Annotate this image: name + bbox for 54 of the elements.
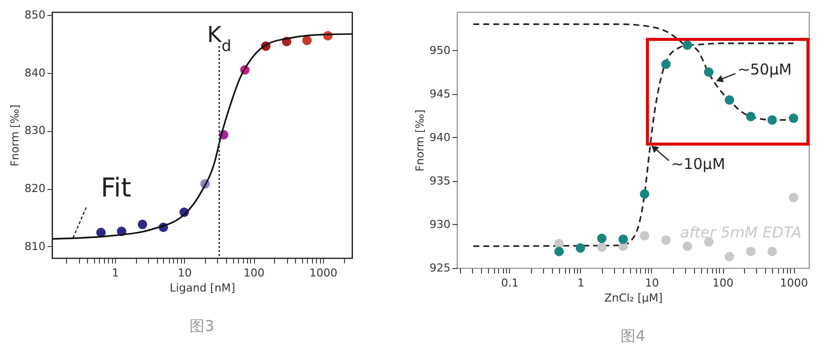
point (661, 235, 671, 245)
point (746, 246, 756, 256)
point (302, 36, 312, 46)
x-tick-label: 10 (644, 276, 659, 290)
x-tick-label: 100 (244, 266, 265, 280)
point (682, 40, 692, 50)
text: 图3 (190, 317, 214, 335)
x-tick-label: 1 (577, 276, 584, 290)
y-tick-label: 830 (24, 124, 46, 138)
text: 图4 (620, 327, 646, 345)
point (554, 246, 564, 256)
x-tick-label: 10 (178, 266, 192, 280)
y-tick-label: 925 (430, 262, 450, 274)
ref-line-label: K$_{d}$ (207, 23, 232, 55)
point (767, 246, 777, 256)
point (597, 234, 607, 244)
point (746, 112, 756, 122)
y-tick-label: 945 (430, 87, 450, 100)
x-axis-title: ZnCl₂ [μM] (604, 292, 663, 304)
y-tick-label: 850 (24, 8, 46, 22)
annotation: ~50μM (738, 60, 792, 79)
point (661, 60, 671, 69)
y-tick-label: 950 (430, 44, 450, 57)
y-axis-title: Fnorm [‰] (8, 104, 22, 166)
y-axis-title: Fnorm [‰] (414, 110, 427, 172)
x-axis-title: Ligand [nM] (170, 282, 236, 294)
y-tick-label: 810 (24, 240, 46, 253)
point (682, 242, 692, 251)
y-tick-label: 820 (24, 182, 46, 196)
point (597, 242, 607, 252)
x-tick-label: 100 (712, 276, 734, 290)
y-tick-label: 930 (430, 218, 450, 231)
annotation: ~10μM (671, 154, 726, 173)
point (554, 238, 564, 248)
point (704, 237, 714, 247)
point (704, 67, 714, 77)
point (724, 95, 734, 105)
y-tick-label: 840 (24, 66, 46, 80)
point (640, 231, 650, 241)
point (618, 234, 628, 244)
x-tick-label: 1000 (309, 266, 338, 280)
y-tick-label: 940 (430, 130, 450, 144)
x-tick-label: 1 (112, 266, 119, 280)
point (788, 192, 798, 202)
y-tick-label: 935 (430, 174, 450, 188)
point (576, 243, 586, 253)
point (724, 252, 734, 262)
point (640, 189, 650, 199)
x-tick-label: 0.1 (501, 276, 519, 290)
point (138, 220, 148, 230)
x-tick-label: 1000 (780, 276, 808, 290)
point (788, 114, 798, 123)
point (767, 115, 777, 125)
annotation: Fit (100, 174, 132, 204)
